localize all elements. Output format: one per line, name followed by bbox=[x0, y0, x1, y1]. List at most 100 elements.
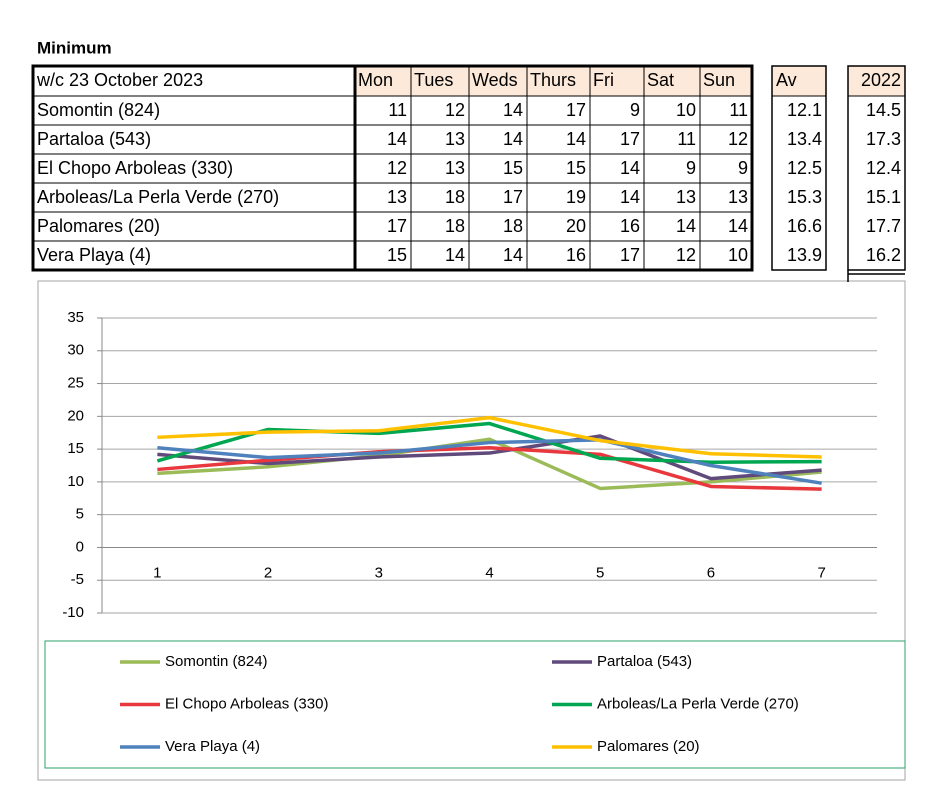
series-line bbox=[157, 415, 822, 459]
cell-value: 14 bbox=[445, 245, 465, 265]
cell-value: 9 bbox=[738, 158, 748, 178]
cell-value: 12 bbox=[387, 158, 407, 178]
row-name: Arboleas/La Perla Verde (270) bbox=[37, 187, 279, 207]
header-cell bbox=[355, 66, 411, 96]
column-header: Sun bbox=[703, 70, 735, 90]
cell-value: 14 bbox=[566, 129, 586, 149]
header-cell bbox=[644, 66, 700, 96]
average-value: 16.6 bbox=[787, 216, 822, 236]
cell-value: 17 bbox=[387, 216, 407, 236]
cell-value: 17 bbox=[503, 187, 523, 207]
average-value: 13.4 bbox=[787, 129, 822, 149]
cell-value: 13 bbox=[676, 187, 696, 207]
cell-value: 18 bbox=[503, 216, 523, 236]
legend-label: Vera Playa (4) bbox=[165, 738, 260, 755]
y-tick-label: 25 bbox=[67, 375, 84, 392]
cell-value: 15 bbox=[503, 158, 523, 178]
table-border bbox=[847, 65, 906, 271]
cell-value: 18 bbox=[445, 187, 465, 207]
legend-label: Somontin (824) bbox=[165, 653, 268, 670]
x-tick-label: 2 bbox=[264, 564, 272, 581]
cell-value: 16 bbox=[620, 216, 640, 236]
series-line bbox=[157, 446, 822, 491]
column-header: Weds bbox=[472, 70, 518, 90]
cell-value: 12 bbox=[676, 245, 696, 265]
cell-value: 14 bbox=[728, 216, 748, 236]
column-header: Fri bbox=[593, 70, 614, 90]
average-value: 13.9 bbox=[787, 245, 822, 265]
previous-year-value: 17.7 bbox=[866, 216, 901, 236]
cell-value: 15 bbox=[566, 158, 586, 178]
cell-value: 19 bbox=[566, 187, 586, 207]
previous-year-value: 17.3 bbox=[866, 129, 901, 149]
cell-value: 10 bbox=[728, 245, 748, 265]
cell-value: 18 bbox=[445, 216, 465, 236]
y-tick-label: -10 bbox=[62, 604, 84, 621]
cell-value: 9 bbox=[686, 158, 696, 178]
table-caption: w/c 23 October 2023 bbox=[36, 70, 203, 90]
cell-value: 9 bbox=[630, 100, 640, 120]
table-border bbox=[31, 64, 754, 272]
y-tick-label: 30 bbox=[67, 342, 84, 359]
cell-value: 10 bbox=[676, 100, 696, 120]
header-cell bbox=[527, 66, 590, 96]
cell-value: 11 bbox=[388, 100, 407, 120]
legend-label: Arboleas/La Perla Verde (270) bbox=[597, 695, 799, 712]
x-tick-label: 1 bbox=[153, 564, 161, 581]
previous-year-value: 12.4 bbox=[866, 158, 901, 178]
cell-value: 14 bbox=[503, 100, 523, 120]
cell-value: 14 bbox=[676, 216, 696, 236]
column-header: Mon bbox=[358, 70, 393, 90]
cell-value: 13 bbox=[387, 187, 407, 207]
column-header: 2022 bbox=[861, 70, 901, 90]
cell-value: 12 bbox=[728, 129, 748, 149]
average-value: 15.3 bbox=[787, 187, 822, 207]
series-line bbox=[157, 437, 822, 491]
cell-value: 16 bbox=[566, 245, 586, 265]
cell-value: 13 bbox=[445, 158, 465, 178]
cell-value: 14 bbox=[387, 129, 407, 149]
column-header: Av bbox=[776, 70, 797, 90]
legend-frame bbox=[44, 640, 906, 769]
row-name: Partaloa (543) bbox=[37, 129, 151, 149]
legend-label: Partaloa (543) bbox=[597, 653, 692, 670]
header-cell bbox=[469, 66, 527, 96]
x-tick-label: 6 bbox=[707, 564, 715, 581]
y-tick-label: 20 bbox=[67, 407, 84, 424]
header-cell bbox=[848, 66, 905, 96]
series-line bbox=[156, 421, 822, 464]
chart-frame bbox=[37, 280, 906, 781]
row-name: El Chopo Arboleas (330) bbox=[37, 158, 233, 178]
cell-value: 13 bbox=[445, 129, 465, 149]
header-cell bbox=[700, 66, 752, 96]
header-cell bbox=[411, 66, 469, 96]
x-tick-label: 3 bbox=[375, 564, 383, 581]
x-tick-label: 7 bbox=[817, 564, 825, 581]
column-header: Sat bbox=[647, 70, 674, 90]
average-value: 12.1 bbox=[787, 100, 822, 120]
previous-year-value: 14.5 bbox=[866, 100, 901, 120]
x-tick-label: 4 bbox=[485, 564, 493, 581]
cell-value: 17 bbox=[620, 245, 640, 265]
y-tick-label: 15 bbox=[67, 440, 84, 457]
previous-year-value: 15.1 bbox=[866, 187, 901, 207]
series-line bbox=[157, 438, 822, 485]
average-value: 12.5 bbox=[787, 158, 822, 178]
header-cell bbox=[590, 66, 644, 96]
cell-value: 14 bbox=[620, 187, 640, 207]
cell-value: 15 bbox=[387, 245, 407, 265]
cell-value: 17 bbox=[566, 100, 586, 120]
y-tick-label: 35 bbox=[67, 309, 84, 326]
row-name: Somontin (824) bbox=[37, 100, 160, 120]
cell-value: 14 bbox=[503, 129, 523, 149]
cell-value: 17 bbox=[620, 129, 640, 149]
y-tick-label: 10 bbox=[67, 473, 84, 490]
cell-value: 14 bbox=[620, 158, 640, 178]
legend-label: El Chopo Arboleas (330) bbox=[165, 695, 328, 712]
x-tick-label: 5 bbox=[596, 564, 604, 581]
row-name: Palomares (20) bbox=[37, 216, 160, 236]
cell-value: 12 bbox=[445, 100, 465, 120]
cell-value: 13 bbox=[728, 187, 748, 207]
y-tick-label: -5 bbox=[71, 571, 84, 588]
column-header: Thurs bbox=[530, 70, 576, 90]
